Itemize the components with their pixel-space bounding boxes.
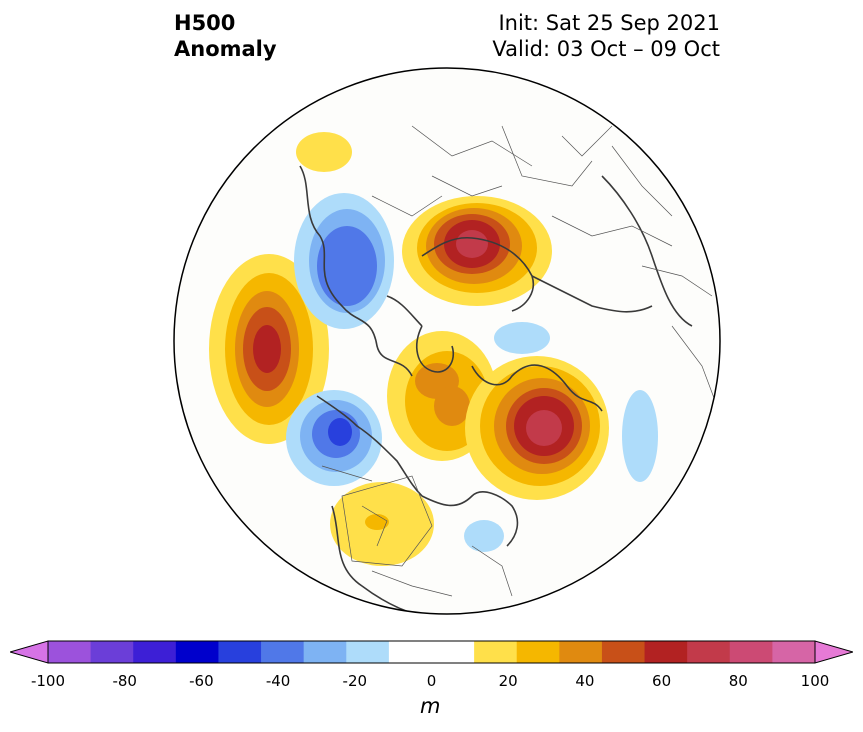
- colorbar-segment: [474, 641, 518, 663]
- colorbar-segment: [772, 641, 816, 663]
- colorbar-segment: [431, 641, 475, 663]
- colorbar-tick-label: 100: [800, 672, 830, 690]
- anomaly-positive-europe: [402, 196, 552, 306]
- title-line-2: Anomaly: [174, 37, 277, 61]
- colorbar-segment: [388, 641, 432, 663]
- anomaly-positive-usa: [330, 482, 434, 566]
- colorbar-segment: [218, 641, 262, 663]
- colorbar-tick-label: 40: [575, 672, 595, 690]
- valid-range: Valid: 03 Oct – 09 Oct: [492, 37, 720, 61]
- init-date: Init: Sat 25 Sep 2021: [498, 11, 720, 35]
- anomaly-negative-alaska: [286, 390, 382, 486]
- colorbar-extend-high: [814, 640, 853, 664]
- colorbar-segment: [175, 641, 219, 663]
- anomaly-negative-atlantic: [464, 322, 658, 552]
- colorbar-tick-label: 0: [426, 672, 437, 690]
- title-line-1: H500: [174, 11, 236, 35]
- colorbar-tick-label: 80: [728, 672, 748, 690]
- colorbar-segment: [644, 641, 688, 663]
- colorbar-tick-label: 20: [498, 672, 518, 690]
- colorbar-segment: [729, 641, 773, 663]
- colorbar-unit: m: [420, 694, 441, 718]
- colorbar-segment: [516, 641, 560, 663]
- colorbar-tick-label: -80: [112, 672, 137, 690]
- anomaly-positive-okhotsk: [296, 132, 352, 172]
- colorbar-segment: [601, 641, 646, 663]
- colorbar-tick-label: -20: [342, 672, 368, 690]
- date-info: Init: Sat 25 Sep 2021 Valid: 03 Oct – 09…: [492, 10, 720, 62]
- colorbar-segment: [559, 641, 603, 663]
- colorbar-extend-low: [10, 640, 49, 664]
- colorbar-tick-label: -60: [189, 672, 214, 690]
- globe-border: [173, 67, 721, 615]
- polar-map: [172, 66, 722, 616]
- coastlines: [299, 165, 693, 614]
- colorbar-segment: [346, 641, 390, 663]
- colorbar-segment: [303, 641, 347, 663]
- map-svg: [173, 67, 721, 615]
- anomaly-positive-pacific: [209, 254, 329, 444]
- colorbar-segment: [90, 641, 134, 663]
- colorbar-tick-label: -40: [265, 672, 291, 690]
- colorbar-tick-label: -100: [30, 672, 66, 690]
- colorbar: [10, 640, 853, 664]
- colorbar-segment: [133, 641, 177, 663]
- colorbar-segment: [687, 641, 731, 663]
- colorbar-segment: [261, 641, 305, 663]
- colorbar-tick-label: 60: [652, 672, 672, 690]
- colorbar-segments: [48, 641, 816, 663]
- country-borders: [321, 125, 718, 597]
- colorbar-frame: [47, 640, 816, 664]
- anomaly-positive-greenland: [465, 356, 609, 500]
- colorbar-ticks: -100 -80 -60 -40 -20 0 20 40 60 80 100: [0, 672, 863, 692]
- map-title: H500 Anomaly: [174, 10, 277, 62]
- colorbar-segment: [48, 641, 92, 663]
